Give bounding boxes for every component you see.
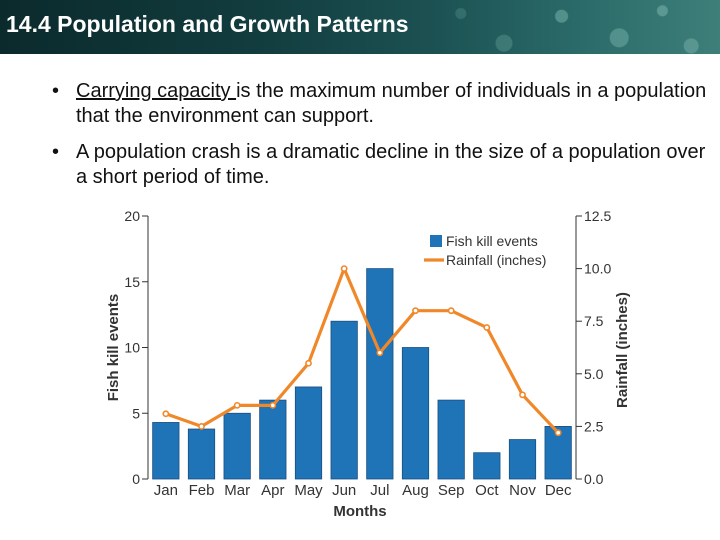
bullet-glyph: •	[52, 80, 60, 102]
x-tick-label: Apr	[261, 482, 284, 499]
x-axis-title: Months	[333, 503, 386, 520]
rainfall-point	[162, 410, 170, 418]
rainfall-point	[412, 307, 419, 315]
fish-kill-bar	[508, 439, 537, 480]
rainfall-point	[376, 349, 384, 357]
y-tick-label-right: 12.5	[584, 208, 611, 224]
title-bar: 14.4 Population and Growth Patterns	[0, 0, 720, 54]
y-axis-title-right: Rainfall (inches)	[614, 292, 631, 408]
y-tick-label-left: 10	[124, 340, 140, 356]
slide-title: 14.4 Population and Growth Patterns	[6, 11, 409, 37]
x-tick-label: Jul	[370, 482, 389, 499]
fish-kill-bar	[187, 428, 216, 480]
x-tick-label: Dec	[545, 482, 572, 499]
bullet-list: • Carrying capacity is the maximum numbe…	[52, 79, 720, 190]
x-tick-label: May	[294, 482, 323, 499]
x-tick-label: Jan	[154, 482, 178, 499]
fish-kill-bar	[294, 386, 323, 480]
legend-label-fish-kill: Fish kill events	[446, 233, 538, 249]
fish-kill-bar	[223, 412, 251, 480]
y-tick-label-left: 20	[124, 208, 140, 224]
rainfall-point	[340, 265, 348, 272]
y-tick-label-left: 0	[132, 471, 140, 487]
y-tick-label-right: 2.5	[584, 418, 604, 434]
fish-kill-bar	[437, 399, 465, 480]
bullet-text: is the maximum number of individuals in …	[76, 80, 707, 127]
x-tick-label: Nov	[509, 482, 536, 499]
x-tick-label: Feb	[189, 482, 215, 499]
y-tick-label-left: 15	[124, 274, 140, 290]
bullet-text: A population crash is a dramatic decline…	[76, 141, 706, 188]
rainfall-point	[483, 324, 491, 331]
carrying-capacity-term: Carrying capacity	[76, 80, 237, 102]
bullet-item: • Carrying capacity is the maximum numbe…	[52, 79, 720, 129]
bullet-glyph: •	[52, 141, 60, 163]
rainfall-point	[447, 307, 455, 315]
rainfall-point	[233, 401, 241, 409]
rainfall-point	[198, 422, 205, 430]
fish-kill-bar	[401, 347, 430, 480]
rainfall-point	[269, 401, 277, 409]
rainfall-line	[165, 267, 560, 434]
x-tick-label: Aug	[402, 482, 429, 499]
x-tick-label: Sep	[438, 482, 465, 499]
y-tick-label-right: 5.0	[584, 366, 604, 382]
fish-kill-bar	[366, 268, 394, 480]
title-bar-texture	[0, 0, 720, 54]
legend-label-rainfall: Rainfall (inches)	[446, 252, 546, 268]
fish-kill-bar	[473, 452, 501, 480]
legend-swatch-fish-kill	[430, 235, 442, 247]
y-axis-title-left: Fish kill events	[105, 294, 122, 402]
rainfall-point	[305, 359, 312, 367]
x-tick-label: Oct	[475, 482, 499, 499]
y-tick-label-right: 10.0	[584, 261, 611, 277]
y-tick-label-left: 5	[132, 405, 140, 421]
x-tick-label: Jun	[332, 482, 356, 499]
rainfall-point	[554, 429, 562, 437]
bullet-item: • A population crash is a dramatic decli…	[52, 140, 720, 190]
fish-kill-bar	[259, 399, 287, 480]
x-tick-label: Mar	[224, 482, 250, 499]
fish-kill-bar	[152, 422, 180, 480]
y-tick-label-right: 7.5	[584, 313, 604, 329]
y-tick-label-right: 0.0	[584, 471, 604, 487]
rainfall-point	[519, 391, 526, 399]
fish-kill-bar	[330, 320, 358, 480]
